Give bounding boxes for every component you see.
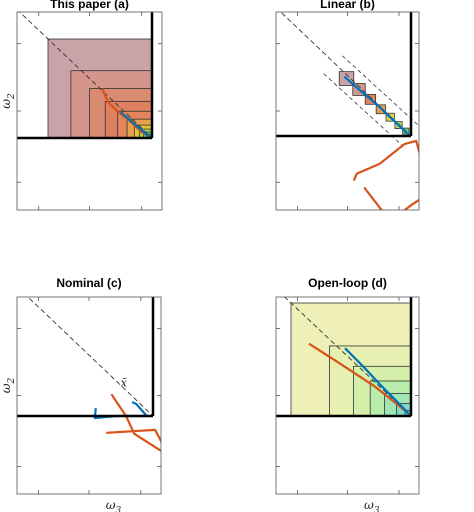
chart-title: Nominal (c) xyxy=(56,276,121,290)
diagonal-reference xyxy=(27,297,154,417)
diagonal-reference xyxy=(283,297,412,417)
panel-3: Nominal (c) ω2 ω3 x̄ xyxy=(0,276,162,512)
series-line-2 xyxy=(343,75,412,137)
series-line-1 xyxy=(352,139,419,210)
series-line-2 xyxy=(120,111,151,138)
x-axis-label: ω3 xyxy=(106,498,122,512)
annotation-xbar: x̄ xyxy=(121,376,128,389)
chart-title: This paper (a) xyxy=(50,0,129,11)
chart-title: Open-loop (d) xyxy=(308,276,387,290)
y-axis-label: ω2 xyxy=(0,377,17,393)
x-axis-label: ω3 xyxy=(364,498,380,512)
series-line-2 xyxy=(344,347,410,415)
axes-frame xyxy=(16,296,162,495)
axes-frame xyxy=(275,11,420,211)
panel-1: This paper (a) ω2 xyxy=(0,0,163,211)
panel-2: Linear (b) xyxy=(275,0,420,211)
plot-area xyxy=(276,12,419,210)
tube-edge-1 xyxy=(323,73,402,146)
tube-edge-2 xyxy=(342,55,419,127)
diagonal-reference xyxy=(18,12,153,139)
plot-area xyxy=(276,297,413,418)
plot-area xyxy=(17,12,154,140)
plot-area xyxy=(17,297,161,453)
panel-4: Open-loop (d) ω3 xyxy=(275,276,420,512)
y-axis-label: ω2 xyxy=(0,93,17,109)
series-line-1 xyxy=(106,393,161,453)
chart-title: Linear (b) xyxy=(320,0,375,11)
